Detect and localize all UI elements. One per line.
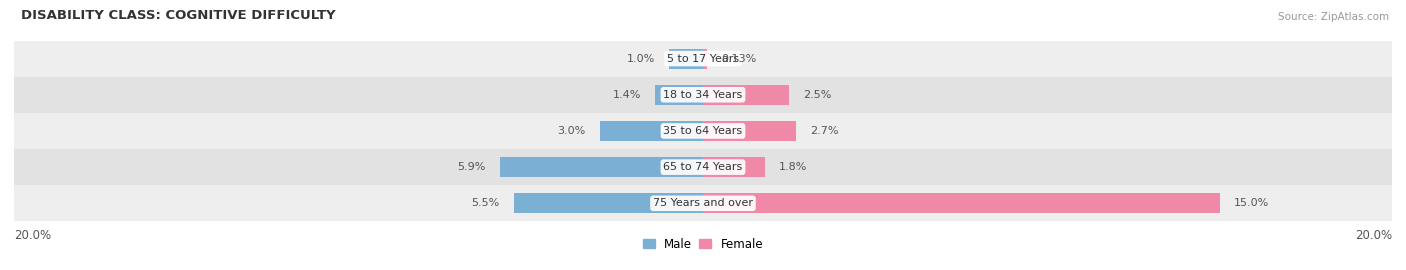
Text: 20.0%: 20.0% <box>1355 229 1392 242</box>
Text: 3.0%: 3.0% <box>558 126 586 136</box>
Text: 1.4%: 1.4% <box>613 90 641 100</box>
Text: 20.0%: 20.0% <box>14 229 51 242</box>
Bar <box>669 49 703 69</box>
Bar <box>14 185 1392 221</box>
Bar <box>703 157 765 177</box>
Text: DISABILITY CLASS: COGNITIVE DIFFICULTY: DISABILITY CLASS: COGNITIVE DIFFICULTY <box>21 9 336 22</box>
Text: 0.13%: 0.13% <box>721 53 756 64</box>
Bar <box>14 77 1392 113</box>
Bar <box>599 121 703 141</box>
Text: 75 Years and over: 75 Years and over <box>652 198 754 208</box>
Text: 15.0%: 15.0% <box>1233 198 1268 208</box>
Bar <box>499 157 703 177</box>
Text: 5 to 17 Years: 5 to 17 Years <box>666 53 740 64</box>
Bar <box>14 40 1392 77</box>
Text: 65 to 74 Years: 65 to 74 Years <box>664 162 742 172</box>
Legend: Male, Female: Male, Female <box>638 233 768 255</box>
Bar <box>14 113 1392 149</box>
Text: 18 to 34 Years: 18 to 34 Years <box>664 90 742 100</box>
Text: Source: ZipAtlas.com: Source: ZipAtlas.com <box>1278 12 1389 22</box>
Text: 2.7%: 2.7% <box>810 126 838 136</box>
Bar <box>703 85 789 105</box>
Text: 5.9%: 5.9% <box>457 162 486 172</box>
Text: 35 to 64 Years: 35 to 64 Years <box>664 126 742 136</box>
Text: 1.0%: 1.0% <box>627 53 655 64</box>
Text: 1.8%: 1.8% <box>779 162 807 172</box>
Bar <box>703 121 796 141</box>
Bar <box>14 149 1392 185</box>
Bar <box>513 193 703 213</box>
Text: 5.5%: 5.5% <box>471 198 499 208</box>
Text: 2.5%: 2.5% <box>803 90 831 100</box>
Bar <box>703 193 1219 213</box>
Bar <box>703 49 707 69</box>
Bar <box>655 85 703 105</box>
